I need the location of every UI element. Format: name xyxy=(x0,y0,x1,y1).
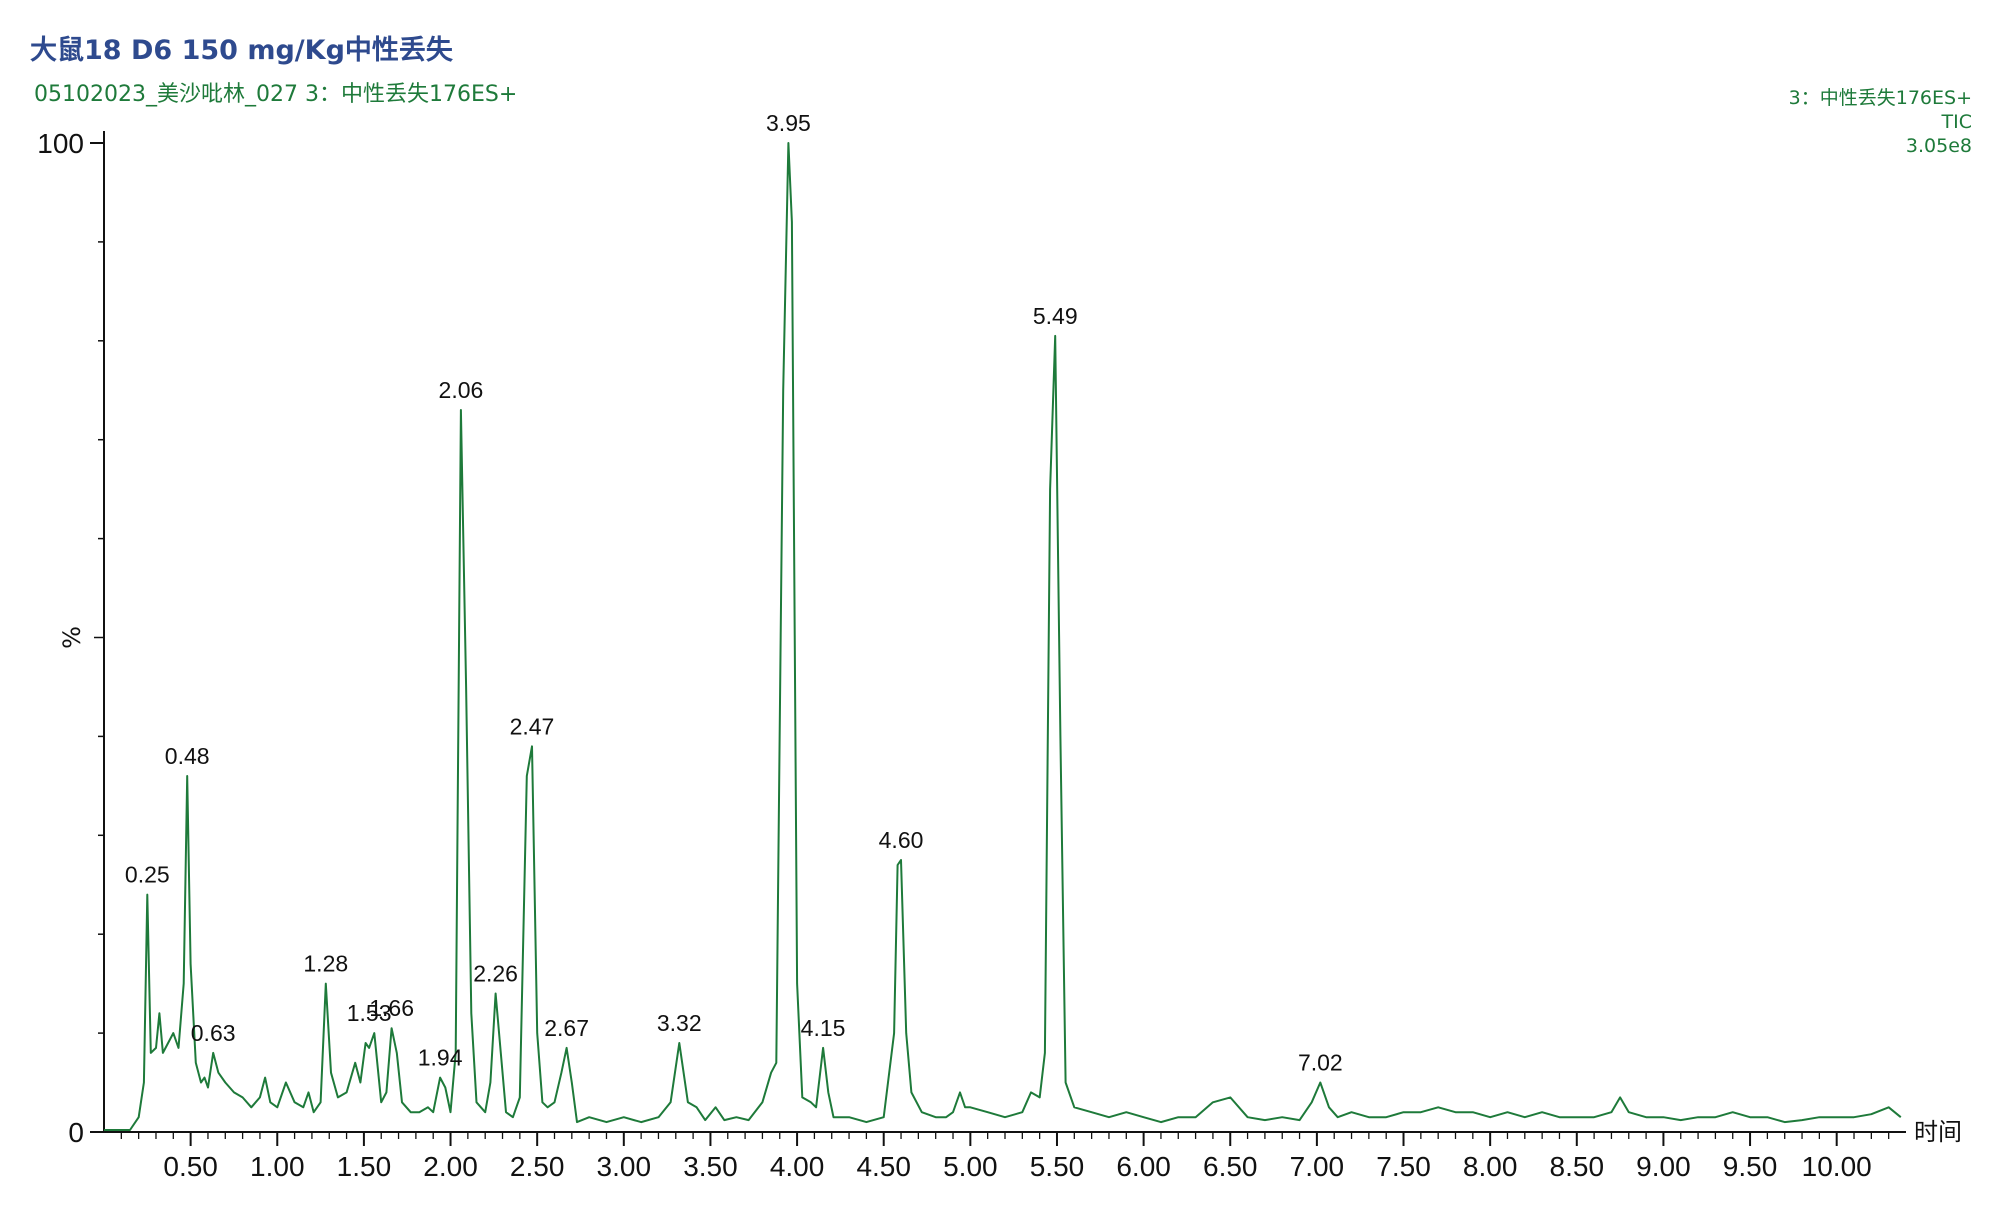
peak-label: 7.02 xyxy=(1298,1050,1343,1076)
y-tick-label: 100 xyxy=(37,128,84,159)
x-tick-label: 5.00 xyxy=(943,1151,998,1182)
series-line xyxy=(104,142,1902,1131)
legend: 3：中性丢失176ES+ TIC 3.05e8 xyxy=(1789,86,1972,158)
x-tick-label: 7.50 xyxy=(1376,1151,1431,1182)
peak-label: 4.60 xyxy=(879,827,924,853)
y-axis-label: % xyxy=(58,626,86,649)
x-tick-label: 2.50 xyxy=(510,1151,565,1182)
peak-label: 2.06 xyxy=(439,377,484,403)
x-tick-label: 2.00 xyxy=(423,1151,478,1182)
x-tick-label: 3.50 xyxy=(683,1151,738,1182)
peak-label: 0.63 xyxy=(191,1020,236,1046)
x-tick-label: 5.50 xyxy=(1030,1151,1085,1182)
x-tick-label: 4.00 xyxy=(770,1151,825,1182)
peak-label: 3.95 xyxy=(766,110,811,136)
chart-title: 大鼠18 D6 150 mg/Kg中性丢失 xyxy=(30,35,453,66)
peak-label: 2.47 xyxy=(510,713,555,739)
x-tick-label: 1.00 xyxy=(250,1151,305,1182)
peak-label: 1.94 xyxy=(418,1045,463,1071)
x-tick-label: 3.00 xyxy=(597,1151,652,1182)
y-tick-label: 0 xyxy=(68,1117,84,1148)
axes: 0 100 0.50 1.00 1.50 2.00 2.50 3.00 3.50 4.00 4.50… xyxy=(37,128,1962,1182)
peak-label: 2.67 xyxy=(544,1015,589,1041)
x-tick-label: 9.00 xyxy=(1636,1151,1691,1182)
x-tick-label: 9.50 xyxy=(1723,1151,1778,1182)
x-tick-label: 4.50 xyxy=(856,1151,911,1182)
peak-label: 0.25 xyxy=(125,862,170,888)
peak-labels: 0.25 0.48 0.63 1.28 1.531.661.94 2.06 2.26 2.47… xyxy=(125,110,1343,1076)
chart-subtitle: 05102023_美沙吡林_027 3：中性丢失176ES+ xyxy=(34,82,518,107)
trace-layer xyxy=(104,142,1902,1131)
x-axis-label: 时间 xyxy=(1914,1118,1962,1146)
x-tick-label: 10.00 xyxy=(1802,1151,1872,1182)
x-tick-label: 8.50 xyxy=(1550,1151,1605,1182)
x-tick-label: 1.50 xyxy=(337,1151,392,1182)
x-tick-label: 8.00 xyxy=(1463,1151,1518,1182)
peak-label: 1.28 xyxy=(303,951,348,977)
x-tick-label: 6.00 xyxy=(1116,1151,1171,1182)
peak-label: 1.53 xyxy=(347,1000,392,1026)
peak-label: 4.15 xyxy=(801,1015,846,1041)
x-tick-label: 6.50 xyxy=(1203,1151,1258,1182)
legend-intensity: 3.05e8 xyxy=(1905,135,1972,157)
peak-label: 3.32 xyxy=(657,1010,702,1036)
peak-label: 2.26 xyxy=(473,961,518,987)
peak-label: 0.48 xyxy=(165,743,210,769)
legend-function: 3：中性丢失176ES+ xyxy=(1788,87,1972,109)
peak-label: 1.66 xyxy=(369,995,414,1021)
legend-mode: TIC xyxy=(1941,111,1972,133)
x-tick-label: 7.00 xyxy=(1290,1151,1345,1182)
peak-label: 5.49 xyxy=(1033,303,1078,329)
x-tick-label: 0.50 xyxy=(163,1151,218,1182)
